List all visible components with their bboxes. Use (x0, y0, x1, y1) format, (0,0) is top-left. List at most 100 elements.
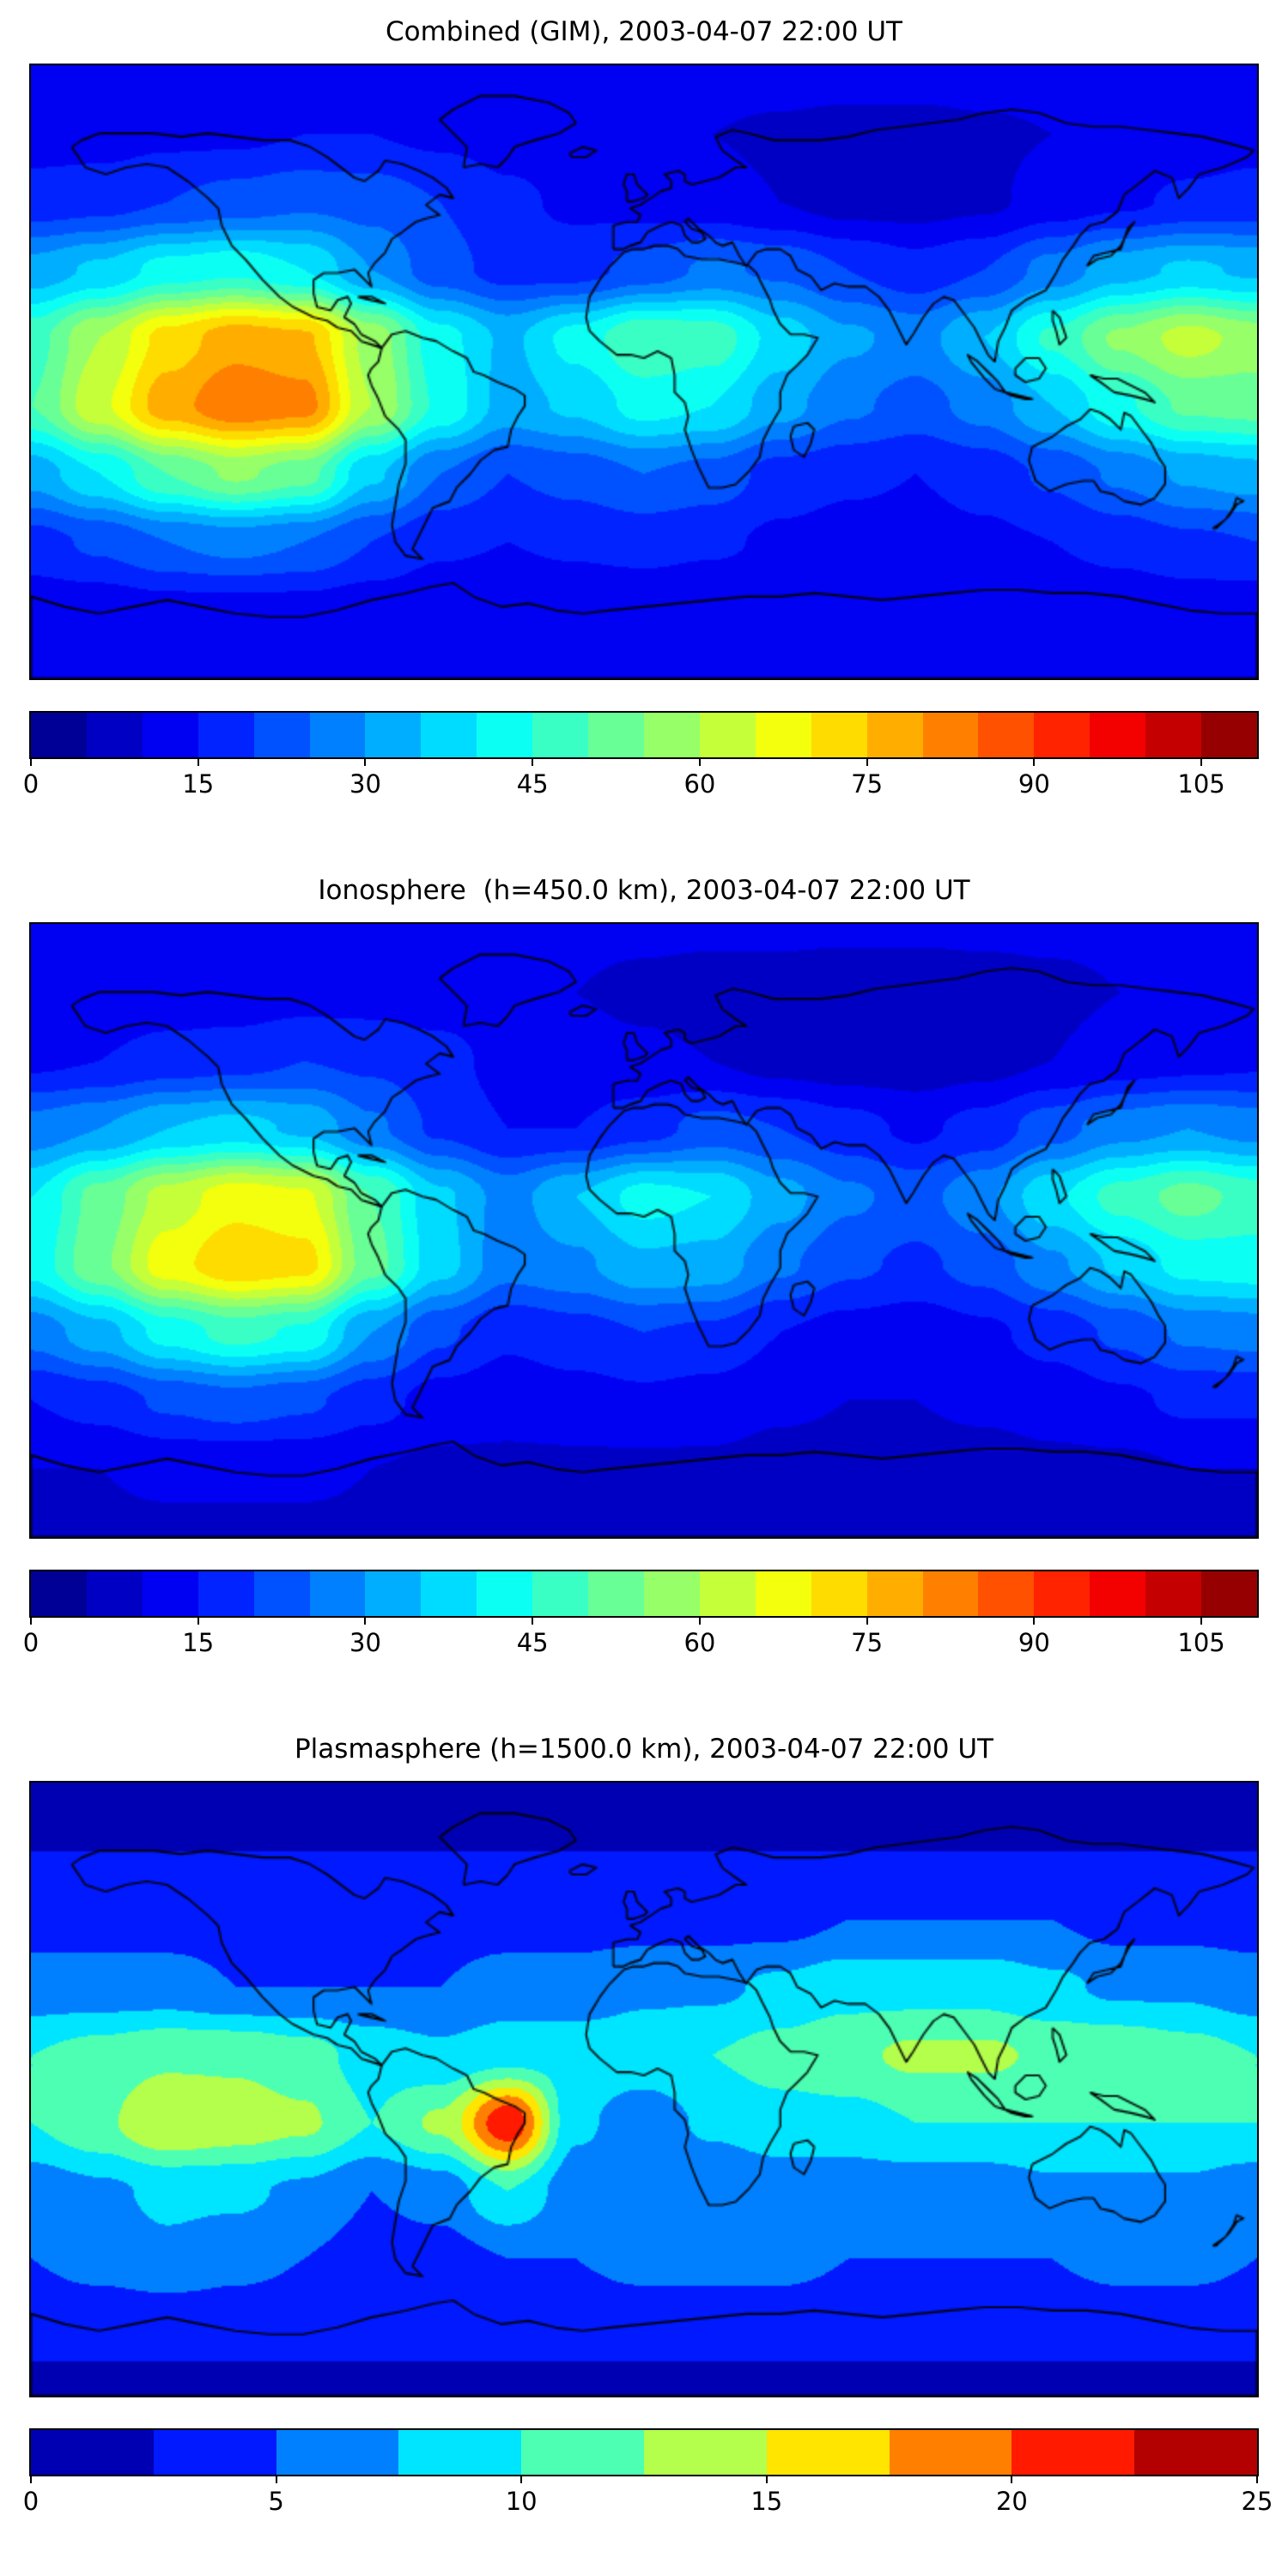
colorbar-segment (1034, 1571, 1091, 1616)
world-tec-heatmap-combined (31, 65, 1257, 678)
colorbar-tick (866, 759, 868, 766)
panel-title-plasmasphere: Plasmasphere (h=1500.0 km), 2003-04-07 2… (294, 1734, 993, 1765)
colorbar-segment (766, 2430, 890, 2475)
colorbar-frame-combined (29, 711, 1259, 759)
colorbar-segment (31, 2430, 154, 2475)
colorbar-tick-label: 45 (516, 769, 549, 799)
colorbar-segment (922, 713, 979, 757)
colorbar-segment (1201, 1571, 1257, 1616)
colorbar-tick-label: 60 (683, 1628, 716, 1657)
colorbar-segment (153, 2430, 276, 2475)
colorbar-segment (699, 713, 756, 757)
colorbar-segment (1090, 1571, 1146, 1616)
colorbar-segment (1034, 713, 1091, 757)
colorbar-tick (866, 1618, 868, 1625)
colorbar-segment (86, 713, 143, 757)
world-tec-heatmap-ionosphere (31, 924, 1257, 1537)
colorbar-tick-label: 10 (505, 2487, 538, 2516)
colorbar-segment (1012, 2430, 1135, 2475)
colorbar-segment (197, 1571, 254, 1616)
colorbar-tick (364, 1618, 367, 1625)
colorbar-segment (588, 713, 644, 757)
colorbar-tick (532, 759, 534, 766)
colorbar-tick (275, 2476, 277, 2483)
colorbar-segment (421, 713, 477, 757)
colorbar-tick-label: 75 (851, 769, 884, 799)
colorbar-tick-label: 75 (851, 1628, 884, 1657)
colorbar-segment (142, 713, 198, 757)
colorbar-tick (364, 759, 367, 766)
panel-title-combined: Combined (GIM), 2003-04-07 22:00 UT (386, 16, 902, 47)
colorbar-tick (30, 759, 32, 766)
colorbar-segment (922, 1571, 979, 1616)
colorbar-tick (30, 2476, 32, 2483)
colorbar-tick (698, 759, 701, 766)
colorbar-plasmasphere (31, 2430, 1257, 2475)
colorbar-tick-label: 30 (349, 769, 381, 799)
colorbar-segment (643, 2430, 767, 2475)
colorbar-tick-label: 30 (349, 1628, 381, 1657)
colorbar-segment (755, 713, 811, 757)
colorbar-segment (253, 1571, 310, 1616)
colorbar-tick (197, 759, 199, 766)
colorbar-segment (365, 713, 422, 757)
colorbar-tick (698, 1618, 701, 1625)
colorbar-tick-label: 0 (22, 769, 39, 799)
colorbar-tick-label: 15 (750, 2487, 783, 2516)
colorbar-segment (588, 1571, 644, 1616)
colorbar-tick (765, 2476, 768, 2483)
colorbar-segment (643, 713, 700, 757)
colorbar-tick-label: 90 (1018, 1628, 1050, 1657)
colorbar-segment (477, 1571, 533, 1616)
colorbar-segment (31, 1571, 87, 1616)
colorbar-segment (699, 1571, 756, 1616)
colorbar-segment (889, 2430, 1012, 2475)
colorbar-frame-plasmasphere (29, 2428, 1259, 2476)
colorbar-tick-label: 90 (1018, 769, 1050, 799)
colorbar-tick (1256, 2476, 1258, 2483)
colorbar-segment (253, 713, 310, 757)
colorbar-ticks-combined: 0 15 30 45 60 75 90 105 (23, 759, 1257, 804)
colorbar-segment (978, 713, 1035, 757)
colorbar-segment (1090, 713, 1146, 757)
colorbar-segment (398, 2430, 522, 2475)
colorbar-ticks-plasmasphere: 0 5 10 15 20 25 (23, 2476, 1273, 2521)
colorbar-segment (31, 713, 87, 757)
colorbar-tick-label: 25 (1241, 2487, 1273, 2516)
colorbar-tick (1033, 1618, 1036, 1625)
colorbar-segment (86, 1571, 143, 1616)
colorbar-segment (866, 713, 923, 757)
colorbar-segment (276, 2430, 399, 2475)
colorbar-segment (309, 1571, 366, 1616)
colorbar-ticks-ionosphere: 0 15 30 45 60 75 90 105 (23, 1618, 1257, 1662)
colorbar-tick-label: 0 (22, 1628, 39, 1657)
colorbar-segment (532, 1571, 589, 1616)
map-frame-combined (29, 64, 1259, 680)
colorbar-segment (521, 2430, 644, 2475)
world-tec-heatmap-plasmasphere (31, 1783, 1257, 2396)
colorbar-combined (31, 713, 1257, 757)
colorbar-segment (532, 713, 589, 757)
colorbar-tick (30, 1618, 32, 1625)
colorbar-tick-label: 60 (683, 769, 716, 799)
colorbar-segment (142, 1571, 198, 1616)
colorbar-segment (197, 713, 254, 757)
panel-ionosphere: Ionosphere (h=450.0 km), 2003-04-07 22:0… (0, 859, 1288, 1717)
colorbar-tick-label: 45 (516, 1628, 549, 1657)
colorbar-tick-label: 15 (182, 769, 215, 799)
colorbar-frame-ionosphere (29, 1570, 1259, 1618)
colorbar-tick (1011, 2476, 1013, 2483)
colorbar-tick-label: 20 (995, 2487, 1028, 2516)
colorbar-tick-label: 0 (22, 2487, 39, 2516)
colorbar-segment (1145, 1571, 1202, 1616)
colorbar-tick-label: 15 (182, 1628, 215, 1657)
colorbar-tick (520, 2476, 523, 2483)
colorbar-segment (477, 713, 533, 757)
colorbar-tick-label: 105 (1177, 769, 1225, 799)
colorbar-segment (1145, 713, 1202, 757)
panel-plasmasphere: Plasmasphere (h=1500.0 km), 2003-04-07 2… (0, 1717, 1288, 2576)
colorbar-segment (643, 1571, 700, 1616)
colorbar-segment (1201, 713, 1257, 757)
colorbar-tick-label: 5 (268, 2487, 284, 2516)
